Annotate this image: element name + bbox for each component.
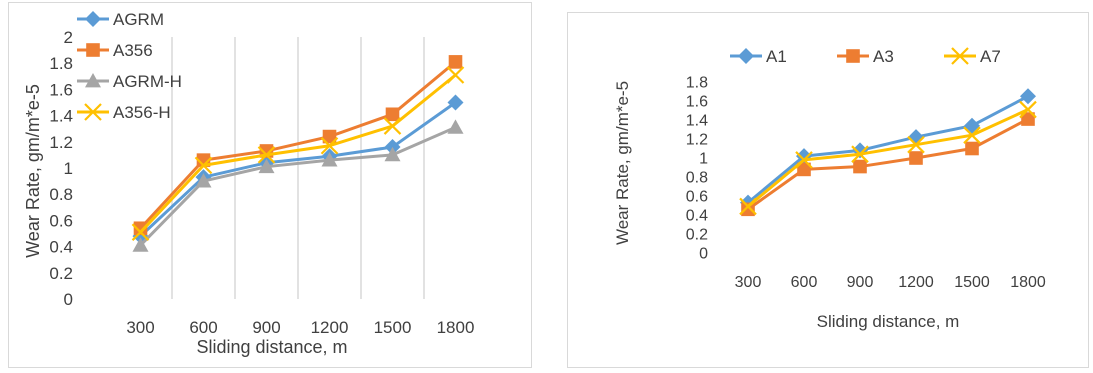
series-line-a1 <box>747 94 1029 204</box>
data-point-a356-h <box>383 117 402 135</box>
data-point-a7 <box>907 135 925 154</box>
legend-marker-a1 <box>738 48 754 64</box>
data-point-a356-h <box>257 146 276 164</box>
y-tick-label: 1.8 <box>686 75 708 92</box>
data-point-a356-h <box>320 136 339 155</box>
series-line-a7 <box>747 108 1029 208</box>
legend-label-a7: A7 <box>980 47 1001 66</box>
y-tick-label: 0.8 <box>686 170 708 187</box>
data-point-agrm-h <box>384 146 401 162</box>
x-tick-label: 1200 <box>311 318 349 337</box>
y-tick-label: 1.2 <box>686 132 708 149</box>
data-point-agrm-h <box>195 173 212 188</box>
y-tick-label: 0.6 <box>49 211 73 230</box>
y-axis-title: Wear Rate, gm/m*e-5 <box>613 81 632 245</box>
legend-marker-a356 <box>86 43 100 57</box>
data-point-a3 <box>741 202 755 217</box>
y-tick-label: 2 <box>64 28 73 47</box>
data-point-a356 <box>322 129 337 144</box>
data-point-a7 <box>1019 100 1037 119</box>
data-point-a7 <box>739 197 757 216</box>
legend-marker-agrm-h <box>85 73 101 88</box>
x-tick-label: 1200 <box>898 274 934 291</box>
legend-label-a356: A356 <box>113 41 153 60</box>
data-point-a356 <box>133 221 148 236</box>
x-tick-label: 300 <box>126 318 154 337</box>
y-tick-label: 1.6 <box>49 80 73 99</box>
left-chart-panel: 0 0.2 0.4 0.6 0.8 1 1.2 1.4 1.6 1.8 2 300 600 900 1200… <box>8 2 532 368</box>
y-tick-label: 1 <box>699 151 708 168</box>
y-tick-label: 0.2 <box>686 227 708 244</box>
x-tick-label: 1500 <box>954 274 990 291</box>
legend-label-a356-h: A356-H <box>113 103 171 122</box>
x-tick-label: 600 <box>189 318 217 337</box>
series-line-a356 <box>139 60 457 230</box>
data-point-agrm-h <box>321 152 338 167</box>
legend-label-agrm-h: AGRM-H <box>113 72 182 91</box>
legend-label-a1: A1 <box>766 47 787 66</box>
legend-marker-a7 <box>951 47 969 65</box>
y-tick-label: 0 <box>699 246 708 263</box>
y-axis-title: Wear Rate, gm/m*e-5 <box>23 84 43 258</box>
data-point-agrm-h <box>258 158 275 174</box>
data-point-a356 <box>385 107 400 122</box>
y-tick-label: 1 <box>64 159 73 178</box>
x-tick-label: 300 <box>735 274 762 291</box>
data-point-a3 <box>797 162 811 177</box>
y-tick-label: 0.2 <box>49 264 73 283</box>
data-point-a3 <box>853 159 867 174</box>
data-point-a1 <box>908 129 924 146</box>
data-point-a1 <box>1020 88 1036 105</box>
x-axis-title: Sliding distance, m <box>817 312 960 331</box>
data-point-a356-h <box>446 66 465 84</box>
x-tick-label: 900 <box>252 318 280 337</box>
data-point-a3 <box>965 141 979 156</box>
data-point-agrm-h <box>132 237 149 252</box>
y-tick-label: 0 <box>64 290 73 309</box>
y-tick-label: 1.4 <box>49 107 73 126</box>
y-tick-label: 0.4 <box>49 238 73 257</box>
y-tick-label: 1.2 <box>49 133 73 152</box>
series-line-agrm-h <box>139 126 457 247</box>
x-tick-label: 1800 <box>1010 274 1046 291</box>
data-point-agrm <box>447 94 464 111</box>
y-tick-label: 0.4 <box>686 208 708 225</box>
y-tick-label: 1.4 <box>686 113 708 130</box>
data-point-a7 <box>851 145 869 163</box>
y-tick-label: 0.6 <box>686 189 708 206</box>
legend-marker-a356-h <box>84 103 102 121</box>
x-tick-label: 900 <box>847 274 874 291</box>
legend-marker-agrm <box>85 11 101 27</box>
data-point-a356 <box>448 55 463 69</box>
x-tick-label: 1800 <box>437 318 475 337</box>
x-axis-title: Sliding distance, m <box>196 337 347 357</box>
data-point-a3 <box>1021 112 1035 126</box>
y-tick-label: 1.6 <box>686 94 708 111</box>
right-chart-panel: 0 0.2 0.4 0.6 0.8 1 1.2 1.4 1.6 1.8 300 600 900 1200 1… <box>567 12 1089 368</box>
y-tick-label: 1.8 <box>49 54 73 73</box>
x-tick-label: 600 <box>791 274 818 291</box>
data-point-a356-h <box>194 156 213 175</box>
data-point-agrm-h <box>447 119 464 134</box>
x-tick-label: 1500 <box>374 318 412 337</box>
y-tick-label: 0.8 <box>49 185 73 204</box>
data-point-a356-h <box>131 223 150 241</box>
left-chart-svg: 0 0.2 0.4 0.6 0.8 1 1.2 1.4 1.6 1.8 2 300 600 900 1200… <box>23 10 475 357</box>
data-point-a3 <box>909 151 923 165</box>
series-line-agrm <box>139 101 457 238</box>
series-line-a3 <box>747 117 1029 211</box>
series-line-a356-h <box>139 73 457 234</box>
data-point-a7 <box>963 126 981 144</box>
right-chart-svg: 0 0.2 0.4 0.6 0.8 1 1.2 1.4 1.6 1.8 300 600 900 1200 1… <box>613 47 1046 331</box>
legend-label-agrm: AGRM <box>113 10 164 29</box>
legend-marker-a3 <box>846 49 860 63</box>
legend-label-a3: A3 <box>873 47 894 66</box>
data-point-a7 <box>795 151 813 169</box>
